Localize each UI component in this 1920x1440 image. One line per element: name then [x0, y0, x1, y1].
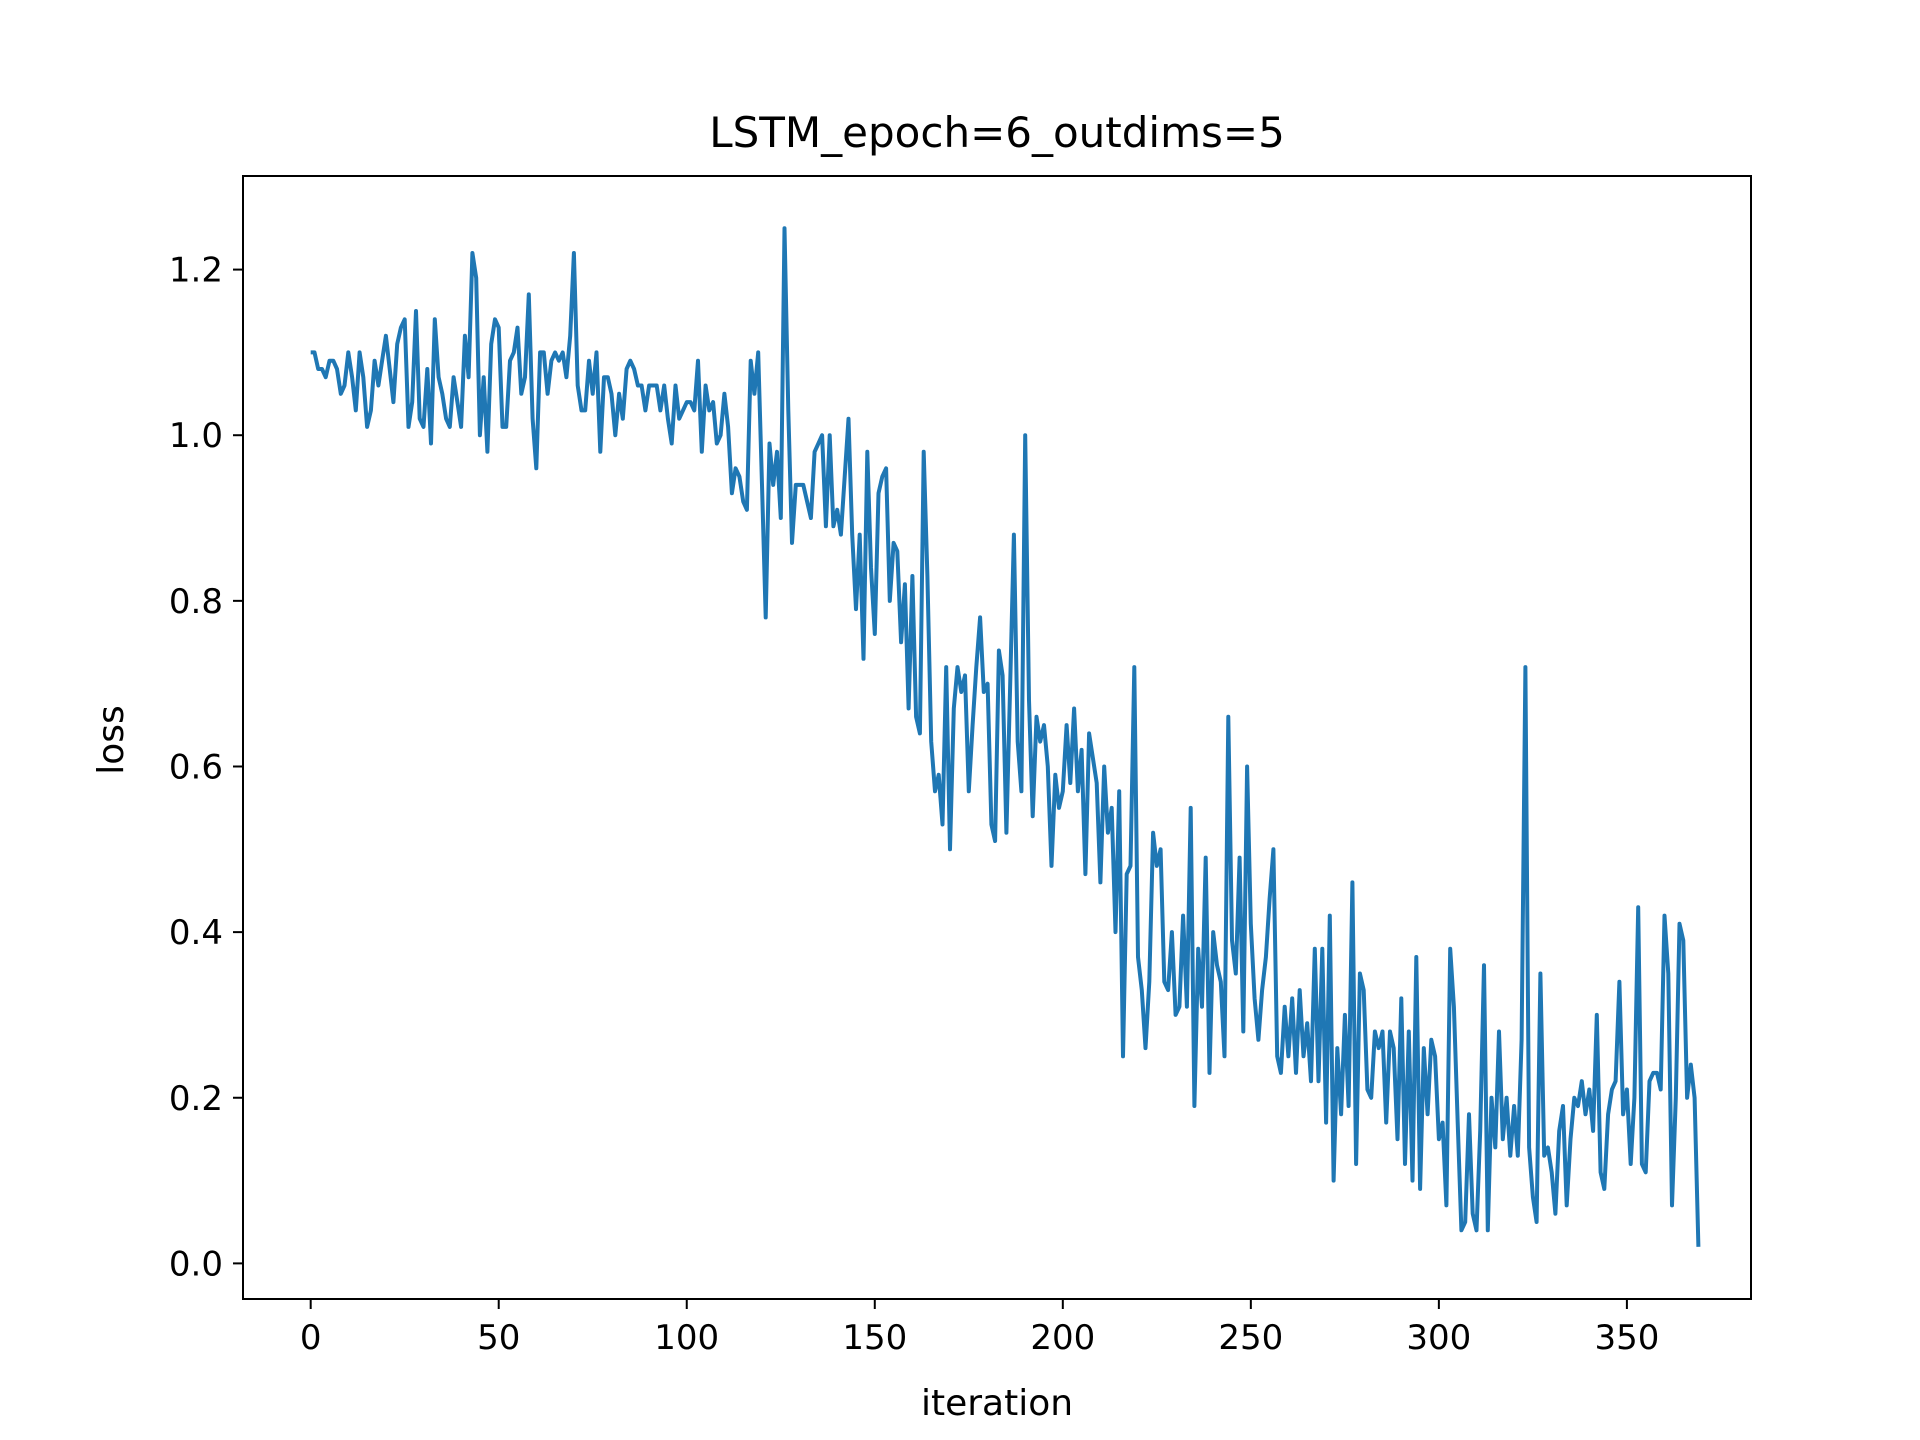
y-tick-label: 0.8: [169, 582, 223, 622]
x-axis-label: iteration: [921, 1383, 1073, 1424]
plot-marks: 0 50 100 150 200 250 300 350 0.0 0.2 0.4 0.6 0.8 1.0 1…: [169, 226, 1701, 1358]
x-tick-label: 0: [300, 1318, 322, 1358]
y-tick-label: 0.6: [169, 747, 223, 787]
y-tick-label: 0.4: [169, 913, 223, 953]
x-tick-label: 50: [477, 1318, 520, 1358]
loss-series-line: [310, 226, 1701, 1247]
x-tick-label: 200: [1030, 1318, 1095, 1358]
x-tick-label: 350: [1594, 1318, 1659, 1358]
x-tick-label: 100: [654, 1318, 719, 1358]
x-tick-label: 250: [1218, 1318, 1283, 1358]
y-tick-label: 0.0: [169, 1244, 223, 1284]
x-tick-label: 300: [1406, 1318, 1471, 1358]
y-axis-label: loss: [91, 705, 132, 775]
chart-title: LSTM_epoch=6_outdims=5: [709, 108, 1285, 157]
x-tick-label: 150: [842, 1318, 907, 1358]
y-tick-label: 1.0: [169, 416, 223, 456]
plot-frame: [242, 175, 1752, 1300]
y-tick-label: 0.2: [169, 1079, 223, 1119]
y-tick-label: 1.2: [169, 251, 223, 291]
